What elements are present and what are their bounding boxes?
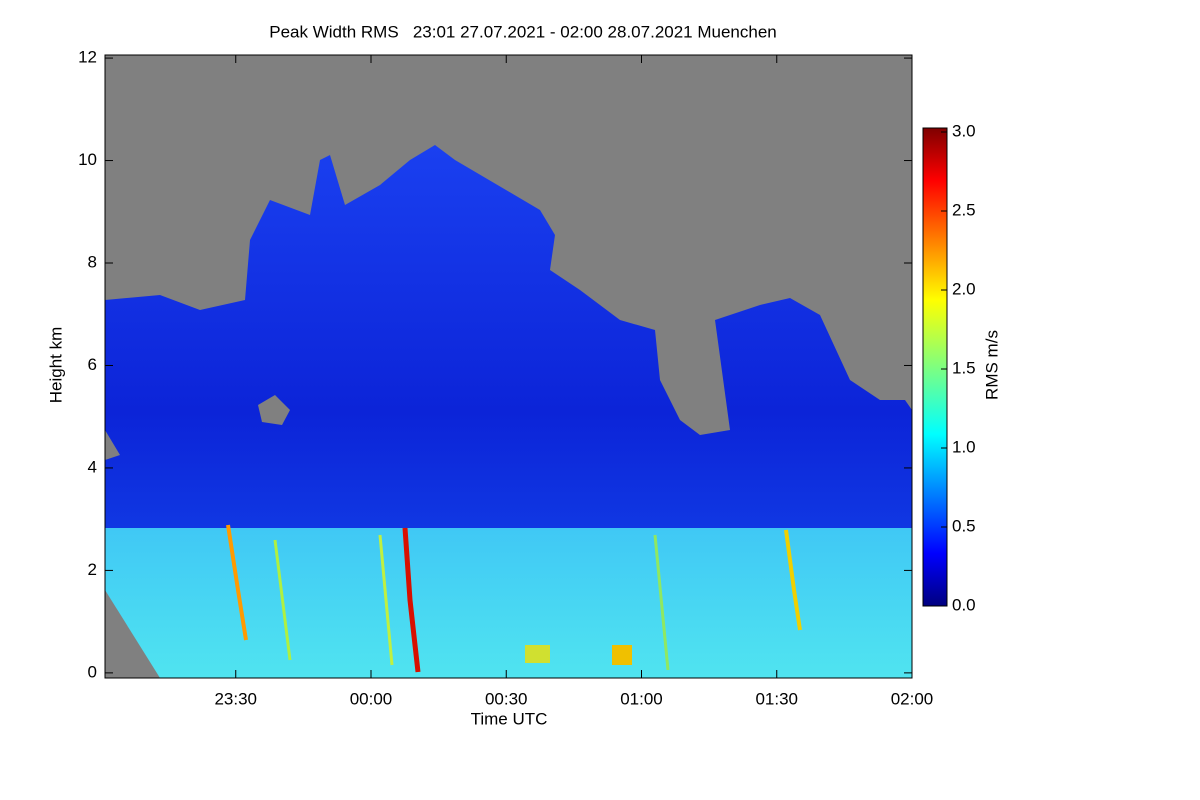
y-tick-label: 2 [88,560,97,579]
y-tick-label: 12 [78,48,97,67]
chart-title: Peak Width RMS 23:01 27.07.2021 - 02:00 … [269,22,777,41]
colorbar-tick-label: 2.0 [952,279,976,298]
plot-frame [104,54,913,679]
x-tick-label: 01:30 [755,689,798,708]
y-tick-label: 8 [88,252,97,271]
colorbar-tick-label: 0.5 [952,516,976,535]
x-tick-label: 00:00 [350,689,393,708]
y-tick-label: 4 [88,457,97,476]
x-tick-label: 01:00 [620,689,663,708]
x-tick-label: 00:30 [485,689,528,708]
colorbar-tick-label: 1.5 [952,358,976,377]
colorbar-tick-label: 2.5 [952,200,976,219]
colorbar-tick-label: 3.0 [952,121,976,140]
x-axis-title: Time UTC [471,709,548,728]
colorbar [922,127,948,607]
colorbar-title: RMS m/s [982,330,1001,400]
colorbar-tick-label: 0.0 [952,595,976,614]
heatmap-field [105,55,912,678]
y-axis-title: Height km [46,327,65,404]
colorbar-tick-label: 1.0 [952,437,976,456]
y-tick-label: 6 [88,355,97,374]
x-tick-label: 23:30 [214,689,257,708]
y-tick-label: 0 [88,662,97,681]
y-tick-label: 10 [78,150,97,169]
x-tick-label: 02:00 [891,689,934,708]
